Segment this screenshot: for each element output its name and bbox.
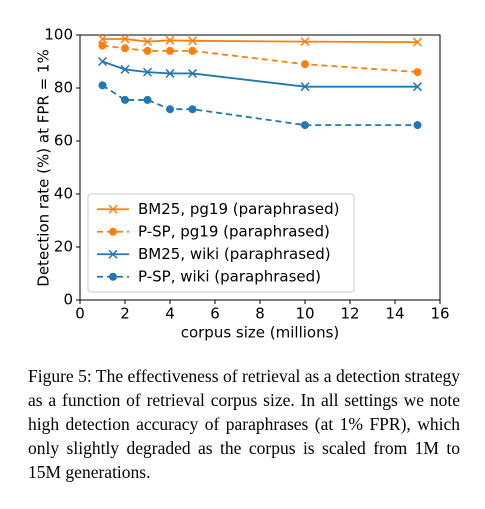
marker (121, 44, 129, 53)
x-tick-label: 2 (120, 305, 130, 323)
marker (166, 46, 174, 55)
x-tick-label: 6 (210, 305, 220, 323)
marker (166, 105, 174, 114)
chart: Detection rate (%) at FPR = 1% corpus si… (35, 26, 450, 342)
x-tick-label: 8 (255, 305, 265, 323)
marker (97, 34, 108, 44)
marker (300, 37, 310, 47)
marker (165, 68, 175, 78)
x-axis-label: corpus size (millions) (181, 324, 340, 342)
x-tick-label: 14 (385, 305, 404, 323)
legend-label: BM25, pg19 (paraphrased) (138, 200, 339, 218)
x-tick-label: 16 (430, 305, 449, 323)
legend-label: P-SP, pg19 (paraphrased) (138, 222, 330, 240)
marker (301, 121, 309, 130)
marker (412, 82, 423, 92)
legend-marker (109, 227, 117, 236)
marker (142, 67, 153, 77)
marker (120, 64, 130, 74)
legend-label: BM25, wiki (paraphrased) (138, 245, 331, 263)
marker (98, 41, 107, 50)
marker (165, 35, 175, 45)
legend-marker (108, 204, 118, 214)
marker (98, 81, 107, 90)
marker (187, 68, 198, 78)
y-tick-label: 60 (54, 132, 73, 150)
x-tick-label: 4 (165, 305, 175, 323)
marker (188, 46, 197, 55)
marker (97, 56, 108, 67)
marker (121, 95, 129, 104)
marker (300, 82, 310, 92)
marker (120, 34, 130, 44)
y-tick-label: 20 (54, 238, 73, 256)
caption: Figure 5: The effectiveness of retrieval… (28, 366, 460, 482)
legend: BM25, pg19 (paraphrased) P-SP, pg19 (para… (87, 193, 355, 293)
series-line (102, 84, 418, 126)
marker (143, 46, 152, 55)
marker (187, 36, 198, 46)
y-tick-label: 100 (44, 26, 73, 44)
legend-label: P-SP, wiki (paraphrased) (138, 267, 321, 285)
x-tick-label: 12 (340, 305, 359, 323)
marker (188, 105, 197, 114)
y-tick-label: 0 (63, 291, 73, 309)
marker (413, 121, 422, 130)
legend-marker (109, 272, 117, 281)
legend-marker (108, 249, 118, 259)
marker (142, 37, 153, 47)
marker (301, 60, 309, 69)
x-tick-label: 10 (295, 305, 314, 323)
legend-box (87, 193, 355, 293)
marker (412, 37, 423, 47)
y-tick-label: 80 (54, 79, 73, 97)
marker (413, 68, 422, 77)
x-tick-label: 0 (75, 305, 85, 323)
y-tick-label: 40 (54, 185, 73, 203)
y-axis-label: Detection rate (%) at FPR = 1% (35, 49, 53, 286)
marker (143, 95, 152, 104)
